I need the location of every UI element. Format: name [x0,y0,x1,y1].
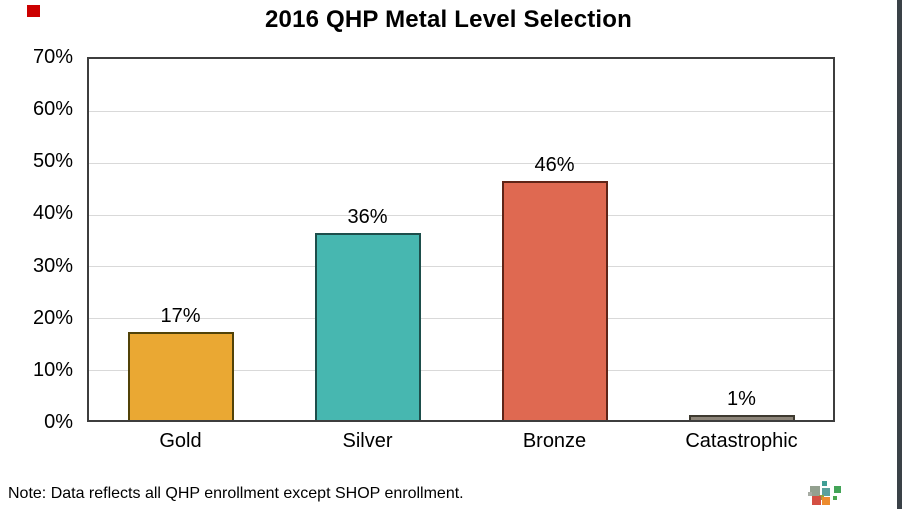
plot-area [87,57,835,422]
bar-silver [314,233,421,420]
x-tick-label-silver: Silver [342,430,393,452]
bar-value-label-silver: 36% [347,206,388,229]
logo-square-1 [810,486,820,496]
y-tick-label-60%: 60% [32,98,73,121]
logo-square-2 [808,492,812,496]
logo-square-7 [822,497,830,505]
chart-title: 2016 QHP Metal Level Selection [264,6,633,33]
logo-square-5 [819,495,824,500]
logo-square-0 [822,481,827,486]
bar-value-label-bronze: 46% [534,154,575,177]
y-tick-label-0%: 0% [44,411,73,433]
logo-square-8 [833,496,837,500]
gridline-40 [89,214,833,216]
x-tick-label-catastrophic: Catastrophic [685,430,798,452]
y-tick-label-10%: 10% [32,358,73,381]
gridline-20 [89,318,833,320]
window-edge-strip [897,0,902,509]
logo-square-4 [834,486,841,493]
x-tick-label-gold: Gold [159,430,202,452]
bar-value-label-gold: 17% [160,304,201,327]
org-logo-icon [808,480,844,508]
y-tick-label-40%: 40% [32,202,73,225]
logo-square-6 [812,496,821,505]
gridline-50 [89,162,833,164]
bar-bronze [501,181,608,420]
gridline-30 [89,266,833,268]
x-tick-label-bronze: Bronze [522,430,587,452]
bar-value-label-catastrophic: 1% [727,387,756,410]
footnote: Note: Data reflects all QHP enrollment e… [8,485,464,502]
gridline-60 [89,110,833,112]
bar-gold [127,331,234,420]
y-tick-label-50%: 50% [32,150,73,173]
bar-catastrophic [688,414,795,420]
recording-indicator-icon [27,5,40,17]
y-tick-label-20%: 20% [32,306,73,329]
logo-square-3 [822,488,830,496]
gridline-10 [89,370,833,372]
y-tick-label-30%: 30% [32,254,73,277]
y-tick-label-70%: 70% [32,46,73,68]
